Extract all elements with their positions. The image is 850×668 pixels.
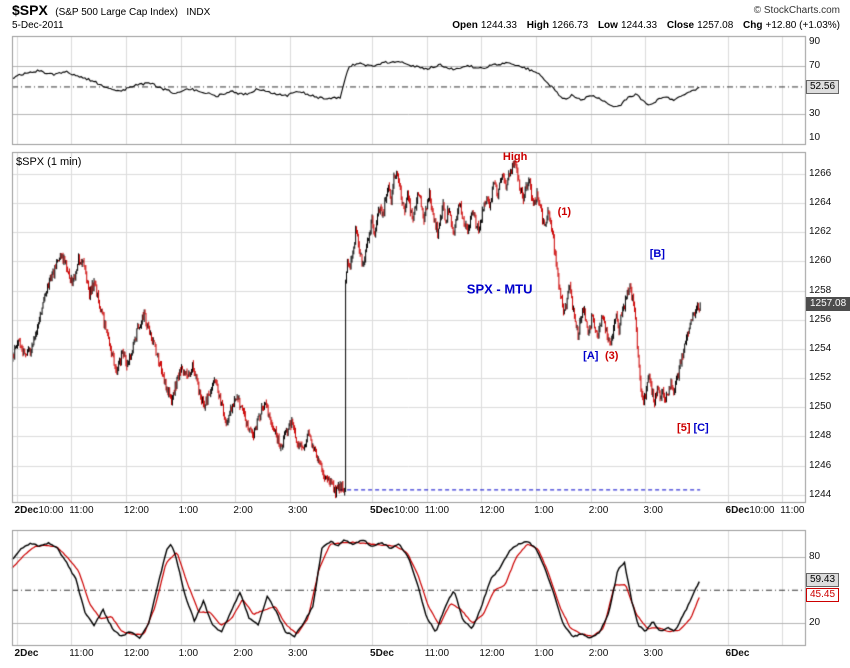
- y-axis-tick: 1264: [809, 197, 832, 209]
- y-axis-tick: 1260: [809, 255, 832, 267]
- bottom-indicator-fast-value-box: 59.43: [806, 572, 840, 587]
- x-axis-tick-bottom: 2Dec: [14, 648, 39, 659]
- chart-date: 5-Dec-2011: [12, 20, 64, 31]
- low-value: 1244.33: [620, 20, 658, 31]
- x-axis-tick: 12:00: [123, 505, 149, 516]
- price-annotation: (1): [557, 205, 572, 218]
- y-axis-tick: 1248: [809, 430, 832, 442]
- x-axis-tick: 3:00: [288, 505, 308, 516]
- y-axis-tick: 1250: [809, 401, 832, 413]
- bottom-indicator-slow-value-box: 45.45: [806, 588, 840, 603]
- chg-label: Chg: [743, 20, 763, 31]
- y-axis-tick: 10: [809, 132, 821, 143]
- close-label: Close: [666, 20, 695, 31]
- chg-value: +12.80 (+1.03%): [765, 20, 841, 31]
- x-axis-tick: 11:00: [424, 505, 450, 516]
- x-axis-tick-bottom: 1:00: [534, 648, 554, 659]
- x-axis-tick: 1:00: [534, 505, 554, 516]
- x-axis-tick-bottom: 12:00: [479, 648, 505, 659]
- x-axis-tick: 1:00: [178, 505, 199, 516]
- top-indicator-value-box: 52.56: [806, 79, 840, 94]
- x-axis-tick: 11:00: [780, 505, 805, 516]
- x-axis-tick: 6Dec10:00: [725, 505, 775, 516]
- y-axis-tick: 1244: [809, 488, 832, 500]
- y-axis-tick: 1254: [809, 342, 832, 354]
- x-axis-tick: 5Dec10:00: [370, 505, 419, 516]
- close-value: 1257.08: [697, 20, 734, 31]
- price-annotation: [A]: [583, 350, 599, 363]
- x-axis-tick: 3:00: [643, 505, 663, 516]
- x-axis-tick-bottom: 2:00: [588, 648, 609, 659]
- price-annotation: High: [502, 151, 528, 164]
- price-annotation: [B]: [649, 248, 665, 261]
- y-axis-tick: 20: [809, 617, 821, 629]
- high-label: High: [526, 20, 549, 31]
- last-price-box: 1257.08: [806, 296, 850, 311]
- chart-header: $SPX (S&P 500 Large Cap Index) INDX: [12, 2, 210, 20]
- ohlc-quote: Open 1244.33 High 1266.73 Low 1244.33 Close…: [445, 20, 840, 31]
- copyright: © StockCharts.com: [753, 5, 840, 16]
- symbol: $SPX: [12, 2, 48, 18]
- exchange: INDX: [186, 7, 211, 18]
- y-axis-tick: 90: [809, 36, 821, 47]
- x-axis-tick: 12:00: [479, 505, 505, 516]
- y-axis-tick: 1262: [809, 226, 832, 238]
- x-axis-tick-bottom: 3:00: [643, 648, 663, 659]
- x-axis-tick-bottom: 1:00: [178, 648, 199, 659]
- y-axis-tick: 1252: [809, 372, 832, 384]
- y-axis-tick: 1256: [809, 313, 832, 325]
- y-axis-tick: 80: [809, 551, 821, 563]
- x-axis-tick: 2Dec10:00: [14, 505, 64, 516]
- x-axis-tick-bottom: 3:00: [288, 648, 308, 659]
- price-annotation: [5]: [677, 421, 691, 434]
- y-axis-tick: 1258: [809, 284, 832, 296]
- x-axis-tick-bottom: 2:00: [233, 648, 253, 659]
- price-annotation: (3): [605, 350, 619, 363]
- open-label: Open: [452, 20, 478, 31]
- x-axis-tick-bottom: 5Dec: [370, 648, 394, 659]
- high-value: 1266.73: [552, 20, 589, 31]
- x-axis-tick-bottom: 6Dec: [725, 648, 750, 659]
- price-annotation: SPX - MTU: [466, 281, 533, 297]
- price-annotation: [C]: [693, 421, 709, 434]
- symbol-name: (S&P 500 Large Cap Index): [55, 7, 178, 18]
- x-axis-tick-bottom: 11:00: [424, 648, 450, 659]
- open-value: 1244.33: [480, 20, 517, 31]
- price-panel-title: $SPX (1 min): [16, 156, 82, 168]
- y-axis-tick: 1246: [809, 459, 832, 471]
- y-axis-tick: 1266: [809, 167, 832, 179]
- low-label: Low: [597, 20, 618, 31]
- x-axis-tick-bottom: 11:00: [69, 648, 94, 659]
- x-axis-tick: 2:00: [588, 505, 609, 516]
- y-axis-tick: 30: [809, 108, 821, 119]
- x-axis-tick: 11:00: [69, 505, 94, 516]
- x-axis-tick-bottom: 12:00: [123, 648, 149, 659]
- x-axis-tick: 2:00: [233, 505, 253, 516]
- y-axis-tick: 70: [809, 60, 821, 71]
